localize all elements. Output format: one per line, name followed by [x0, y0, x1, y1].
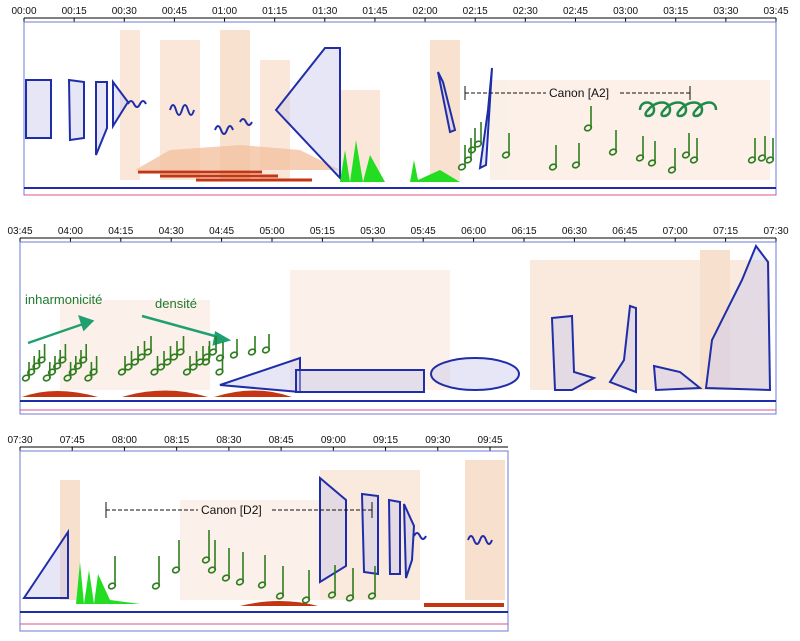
green-fills-3 — [76, 562, 140, 604]
tick-label: 05:30 — [360, 226, 385, 237]
texture-shapes-1 — [25, 47, 493, 181]
tick-label: 06:00 — [461, 226, 486, 237]
tick-label: 00:30 — [112, 6, 137, 17]
squiggles-blue-1 — [127, 100, 253, 135]
canon-a2-annotation: Canon [A2] — [464, 86, 691, 100]
tick-label: 05:00 — [259, 226, 284, 237]
tick-label: 02:15 — [463, 6, 488, 17]
spectrogram-texture-1 — [120, 30, 770, 180]
tick-label: 08:00 — [112, 435, 137, 446]
tick-label: 01:45 — [362, 6, 387, 17]
tick-label: 09:00 — [321, 435, 346, 446]
tick-label: 07:15 — [713, 226, 738, 237]
tick-label: 00:45 — [162, 6, 187, 17]
notes-3 — [107, 530, 377, 604]
tick-label: 03:15 — [663, 6, 688, 17]
red-mounds-2 — [22, 390, 292, 397]
tick-label: 05:45 — [411, 226, 436, 237]
tick-label: 03:45 — [763, 6, 788, 17]
tick-label: 09:15 — [373, 435, 398, 446]
canon-a2-label: Canon [A2] — [549, 86, 609, 100]
tick-label: 01:15 — [262, 6, 287, 17]
tick-label: 06:30 — [562, 226, 587, 237]
tick-label: 02:45 — [563, 6, 588, 17]
tick-label: 07:00 — [663, 226, 688, 237]
time-ruler-3: 07:30 07:45 08:00 08:15 08:30 08:45 09:00 09:15… — [7, 435, 508, 451]
tick-label: 03:30 — [713, 6, 738, 17]
tick-label: 04:30 — [159, 226, 184, 237]
annotation-arrows-2 — [27, 314, 232, 346]
red-bars-3 — [240, 601, 504, 607]
tick-label: 00:00 — [11, 6, 36, 17]
tick-label: 07:30 — [7, 435, 32, 446]
texture-shapes-2 — [219, 243, 772, 394]
tick-label: 09:45 — [477, 435, 502, 446]
tick-label: 06:45 — [612, 226, 637, 237]
tick-label: 02:30 — [513, 6, 538, 17]
tick-label: 01:00 — [212, 6, 237, 17]
squiggles-blue-3 — [413, 532, 493, 545]
notes-1 — [457, 106, 775, 174]
canon-d2-annotation: Canon [D2] — [105, 502, 373, 518]
texture-shapes-3 — [22, 475, 416, 599]
red-bars-1 — [138, 170, 312, 182]
tick-label: 02:00 — [413, 6, 438, 17]
tick-label: 01:30 — [312, 6, 337, 17]
tick-label: 00:15 — [62, 6, 87, 17]
tick-label: 08:30 — [216, 435, 241, 446]
tick-label: 06:15 — [511, 226, 536, 237]
green-fills-1 — [340, 140, 460, 182]
tick-label: 09:30 — [425, 435, 450, 446]
green-loops — [638, 101, 718, 118]
time-ruler-1: 00:00 00:15 00:30 00:45 01:00 01:15 01:30 01:45… — [11, 6, 789, 22]
notes-2 — [21, 334, 271, 382]
tick-label: 04:00 — [58, 226, 83, 237]
canon-d2-label: Canon [D2] — [201, 503, 262, 517]
tick-label: 07:45 — [60, 435, 85, 446]
tick-label: 04:15 — [108, 226, 133, 237]
tick-label: 08:45 — [269, 435, 294, 446]
time-ruler-2: 03:45 04:00 04:15 04:30 04:45 05:00 05:15 05:30… — [7, 226, 789, 242]
texture-mound — [135, 145, 340, 170]
tick-label: 05:15 — [310, 226, 335, 237]
tick-label: 04:45 — [209, 226, 234, 237]
tick-label: 03:45 — [7, 226, 32, 237]
tick-label: 03:00 — [613, 6, 638, 17]
tick-label: 08:15 — [164, 435, 189, 446]
tick-label: 07:30 — [763, 226, 788, 237]
label-densite: densité — [155, 296, 197, 311]
label-inharmonicite: inharmonicité — [25, 292, 102, 307]
